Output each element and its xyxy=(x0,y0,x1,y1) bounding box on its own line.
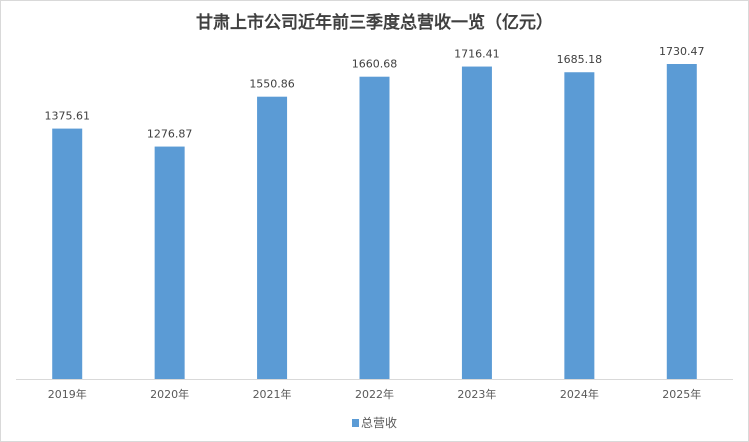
data-label: 1716.41 xyxy=(454,48,500,61)
legend-swatch xyxy=(351,419,359,427)
bar xyxy=(666,64,697,379)
bar xyxy=(52,128,83,379)
data-label: 1730.47 xyxy=(659,45,705,58)
x-tick-label: 2020年 xyxy=(150,387,189,401)
bar xyxy=(154,146,185,379)
data-label: 1276.87 xyxy=(147,128,193,141)
bar xyxy=(564,72,595,379)
x-tick-label: 2023年 xyxy=(457,387,496,401)
data-label: 1375.61 xyxy=(44,110,90,123)
legend: 总营收 xyxy=(0,414,749,431)
data-label: 1685.18 xyxy=(557,53,603,66)
bar xyxy=(461,66,492,380)
bar xyxy=(257,96,288,379)
x-tick-label: 2024年 xyxy=(560,387,599,401)
bar xyxy=(359,76,390,379)
x-tick-label: 2022年 xyxy=(355,387,394,401)
legend-label: 总营收 xyxy=(360,416,397,430)
data-label: 1660.68 xyxy=(352,58,398,71)
x-tick-label: 2021年 xyxy=(253,387,292,401)
x-tick-label: 2019年 xyxy=(48,387,87,401)
chart-title: 甘肃上市公司近年前三季度总营收一览（亿元） xyxy=(196,13,553,33)
data-label: 1550.86 xyxy=(249,78,295,91)
x-tick-label: 2025年 xyxy=(662,387,701,401)
